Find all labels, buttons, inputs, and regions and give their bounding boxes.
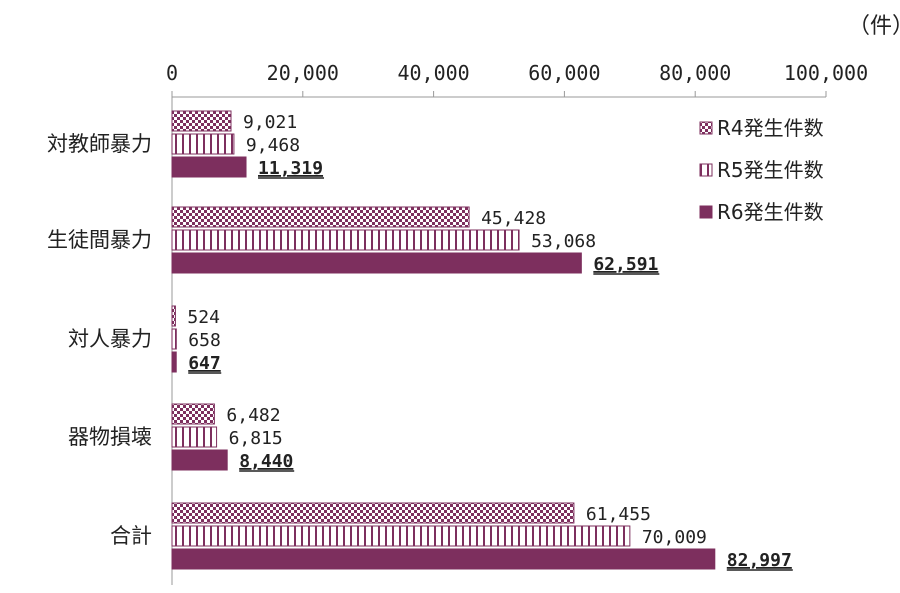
data-label: 70,009 bbox=[642, 527, 707, 548]
bar bbox=[171, 252, 582, 274]
bar bbox=[171, 133, 235, 155]
data-label: 45,428 bbox=[481, 208, 546, 229]
data-label: 9,021 bbox=[243, 112, 297, 133]
data-label: 61,455 bbox=[586, 504, 651, 525]
data-label: 82,997 bbox=[727, 550, 792, 571]
legend-label: R6発生件数 bbox=[717, 200, 824, 224]
data-label: 6,815 bbox=[229, 428, 283, 449]
data-label: 53,068 bbox=[531, 231, 596, 252]
x-tick-label: 40,000 bbox=[397, 61, 469, 85]
category-label: 対人暴力 bbox=[68, 327, 152, 351]
bar bbox=[171, 449, 228, 471]
x-tick-label: 0 bbox=[166, 61, 178, 85]
x-tick-label: 60,000 bbox=[528, 61, 600, 85]
data-label: 9,468 bbox=[246, 135, 300, 156]
category-label: 合計 bbox=[110, 524, 152, 548]
data-label: 11,319 bbox=[258, 158, 323, 179]
data-label: 647 bbox=[188, 353, 221, 374]
bar bbox=[171, 548, 716, 570]
legend: R4発生件数 R5発生件数 R6発生件数 bbox=[699, 116, 824, 224]
legend-swatch bbox=[699, 121, 713, 135]
bar bbox=[171, 328, 177, 350]
bar bbox=[171, 426, 218, 448]
bar bbox=[171, 156, 247, 178]
x-axis-ticks: 0 20,000 40,000 60,000 80,000 100,000 bbox=[166, 61, 868, 97]
x-tick-label: 100,000 bbox=[784, 61, 868, 85]
bar bbox=[171, 305, 176, 327]
bars bbox=[171, 110, 716, 570]
category-label: 対教師暴力 bbox=[47, 132, 152, 156]
bar bbox=[171, 229, 520, 251]
bar bbox=[171, 403, 215, 425]
category-label: 生徒間暴力 bbox=[47, 228, 152, 252]
data-label: 524 bbox=[187, 307, 220, 328]
bar bbox=[171, 110, 232, 132]
bar bbox=[171, 206, 470, 228]
legend-swatch bbox=[699, 163, 713, 177]
data-label: 6,482 bbox=[226, 405, 280, 426]
data-label: 658 bbox=[188, 330, 221, 351]
data-label: 62,591 bbox=[593, 254, 658, 275]
unit-label: （件） bbox=[848, 14, 900, 39]
x-tick-label: 20,000 bbox=[267, 61, 339, 85]
legend-swatch bbox=[699, 205, 713, 219]
legend-label: R5発生件数 bbox=[717, 158, 824, 182]
bar bbox=[171, 351, 177, 373]
legend-label: R4発生件数 bbox=[717, 116, 824, 140]
bar bbox=[171, 502, 575, 524]
x-tick-label: 80,000 bbox=[659, 61, 731, 85]
data-label: 8,440 bbox=[239, 451, 293, 472]
bar bbox=[171, 525, 631, 547]
category-label: 器物損壊 bbox=[68, 425, 152, 449]
